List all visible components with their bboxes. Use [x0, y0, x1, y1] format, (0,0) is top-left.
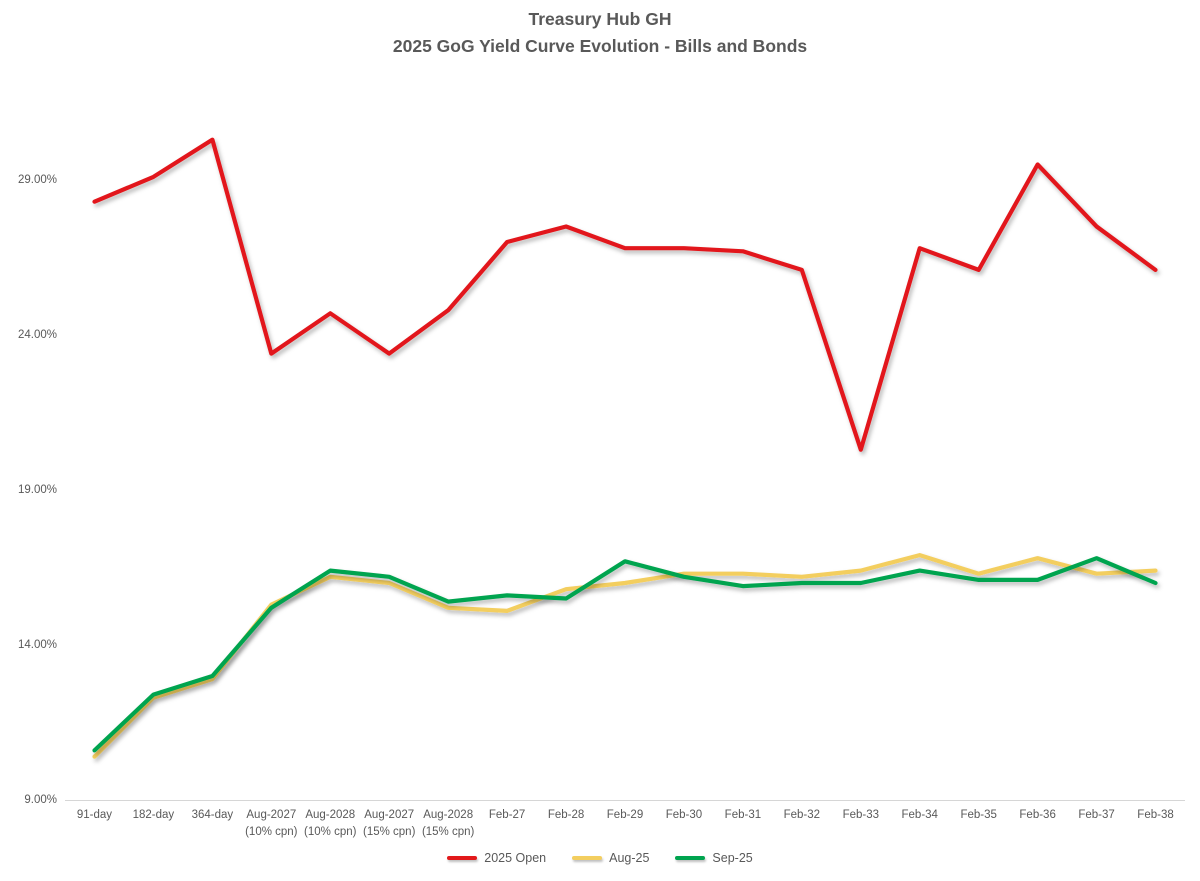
x-axis-tick-label: Feb-31	[725, 809, 761, 821]
series-line-aug-25	[92, 552, 1158, 759]
x-axis-tick-label: (10% cpn)	[304, 826, 357, 838]
legend-item-2025-open: 2025 Open	[447, 851, 546, 865]
x-axis-tick-label: Aug-2027	[246, 809, 296, 821]
x-axis-tick-label: 364-day	[192, 809, 234, 821]
legend-swatch-sep-25	[675, 855, 706, 861]
x-axis-tick-label: Feb-33	[843, 809, 879, 821]
chart-title-line2: 2025 GoG Yield Curve Evolution - Bills a…	[392, 36, 808, 56]
x-axis-tick-label: 182-day	[133, 809, 175, 821]
x-axis-tick-label: Feb-28	[548, 809, 584, 821]
x-axis-tick-label: Feb-30	[666, 809, 702, 821]
x-axis-tick-label: Feb-37	[1078, 809, 1114, 821]
y-axis-tick-label: 19.00%	[18, 484, 57, 496]
x-axis-tick-label: Feb-29	[607, 809, 643, 821]
x-axis-tick-label: Feb-34	[902, 809, 939, 821]
legend-swatch-2025-open	[447, 855, 478, 861]
x-axis-tick-label: (15% cpn)	[422, 826, 475, 838]
x-axis-tick-label: Feb-38	[1137, 809, 1173, 821]
x-axis-tick-label: Aug-2028	[423, 809, 473, 821]
legend-label-2025-open: 2025 Open	[484, 851, 547, 865]
legend-swatch-aug-25	[572, 855, 603, 861]
legend-item-aug-25: Aug-25	[572, 851, 649, 865]
y-axis-tick-label: 24.00%	[18, 329, 57, 341]
x-axis-tick-label: (15% cpn)	[363, 826, 416, 838]
legend-item-sep-25: Sep-25	[675, 851, 753, 865]
y-axis-tick-label: 9.00%	[24, 794, 57, 806]
legend: 2025 Open Aug-25 Sep-25	[0, 851, 1200, 865]
y-axis-tick-label: 14.00%	[18, 639, 57, 651]
x-axis-tick-label: Aug-2027	[364, 809, 414, 821]
chart-title-line1: Treasury Hub GH	[528, 9, 672, 29]
x-axis-tick-label: (10% cpn)	[245, 826, 298, 838]
legend-label-aug-25: Aug-25	[609, 851, 650, 865]
series-line-2025-open	[92, 137, 1158, 452]
series-line-sep-25	[92, 556, 1158, 753]
x-axis-tick-label: Feb-27	[489, 809, 525, 821]
x-axis-tick-label: Feb-35	[960, 809, 996, 821]
x-axis-tick-label: Aug-2028	[305, 809, 355, 821]
x-axis-tick-label: Feb-36	[1019, 809, 1055, 821]
chart-title: Treasury Hub GH 2025 GoG Yield Curve Evo…	[0, 6, 1200, 60]
y-axis-tick-label: 29.00%	[18, 174, 57, 186]
legend-label-sep-25: Sep-25	[712, 851, 753, 865]
x-axis-tick-label: 91-day	[77, 809, 112, 821]
x-axis-tick-label: Feb-32	[784, 809, 820, 821]
